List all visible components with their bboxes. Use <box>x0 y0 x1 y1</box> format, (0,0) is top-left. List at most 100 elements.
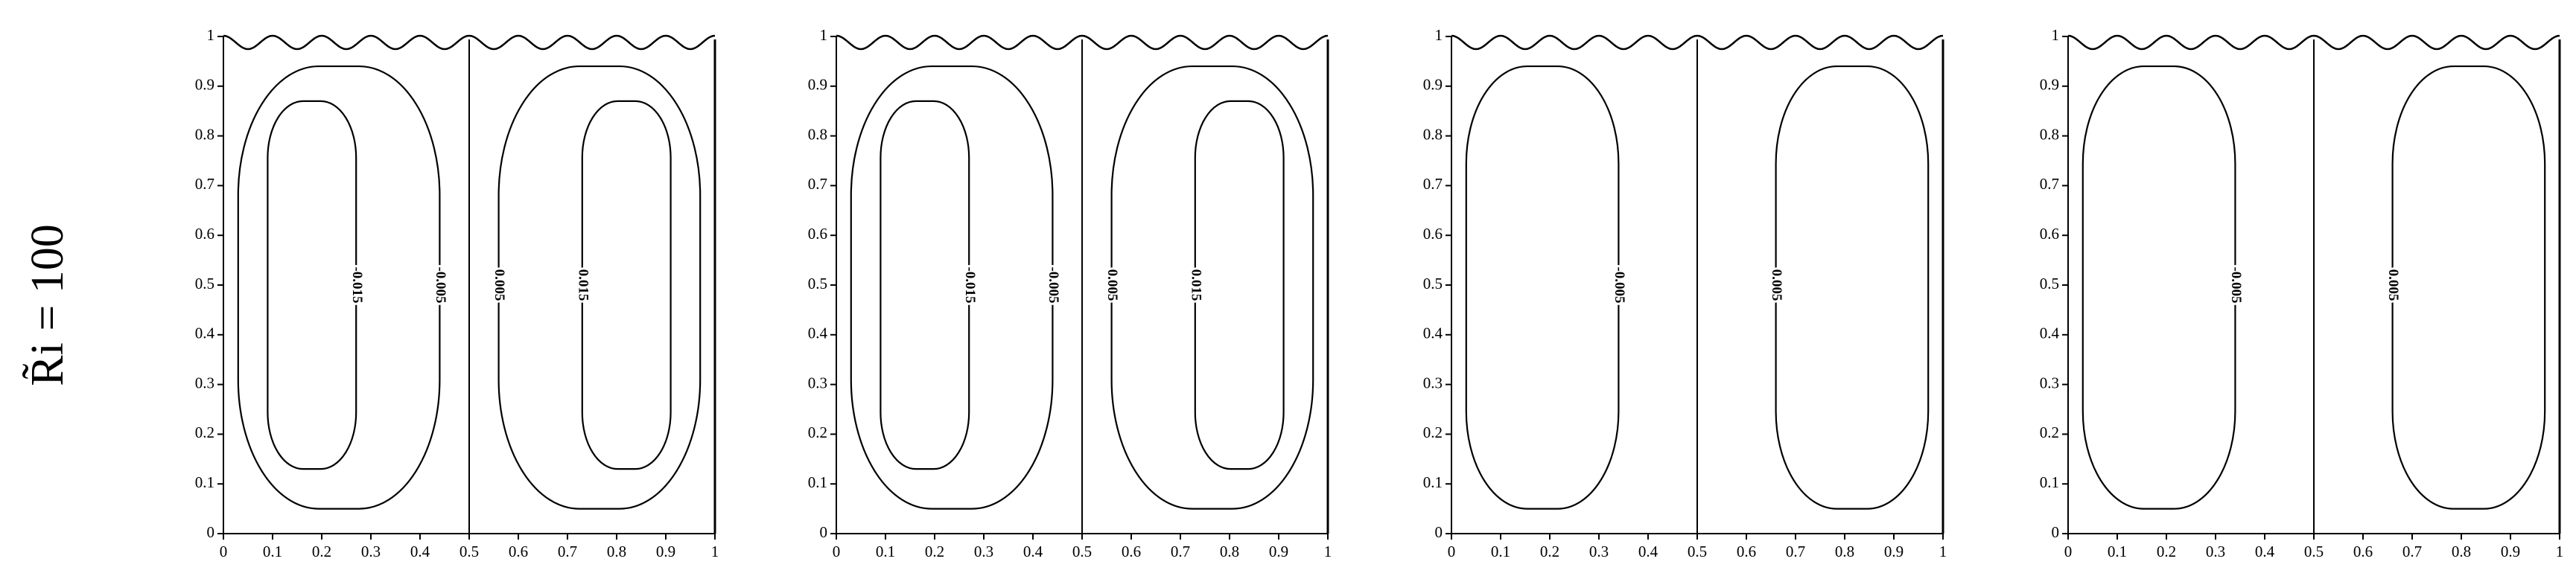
x-tick-label: 0.6 <box>1737 543 1756 560</box>
y-tick-label: 0.5 <box>195 275 214 292</box>
contour-label: 0.015 <box>575 269 591 301</box>
y-tick-label: 1 <box>207 26 215 44</box>
lid <box>223 34 716 51</box>
y-tick-label: 0.9 <box>1423 76 1443 94</box>
x-tick-label: 1 <box>2556 543 2564 560</box>
contour-label: 0.005 <box>2385 269 2401 301</box>
x-tick-label: 0 <box>1448 543 1456 560</box>
y-tick-label: 0.9 <box>195 76 214 94</box>
y-tick-label: 0.1 <box>2040 473 2059 491</box>
x-tick-label: 0.9 <box>656 543 675 560</box>
y-tick-label: 0.6 <box>808 225 827 243</box>
contour-label: 0.015 <box>1188 269 1203 301</box>
x-tick-label: 0.5 <box>1072 543 1092 560</box>
y-tick-label: 0.7 <box>1423 175 1443 193</box>
y-tick-label: 1 <box>2052 26 2060 44</box>
y-tick-label: 0.8 <box>2040 125 2059 143</box>
contour-label: -0.005 <box>433 266 448 303</box>
contour-line <box>267 100 357 470</box>
x-tick-label: 0 <box>2064 543 2073 560</box>
x-tick-label: 0.8 <box>1220 543 1239 560</box>
x-tick-label: 0.6 <box>1122 543 1141 560</box>
y-tick-label: 0 <box>820 523 828 541</box>
y-tick-label: 0.4 <box>2040 324 2060 342</box>
x-tick-label: 0.9 <box>2501 543 2520 560</box>
y-tick-label: 0.3 <box>195 374 214 391</box>
contour-line <box>497 65 702 510</box>
row-label: R̃i = 100 <box>22 224 73 386</box>
y-tick-label: 0.4 <box>1423 324 1443 342</box>
contour-line <box>850 65 1054 510</box>
x-tick-label: 0.1 <box>2108 543 2127 560</box>
y-tick-label: 0.6 <box>2040 225 2059 243</box>
x-tick-label: 0.4 <box>2255 543 2275 560</box>
x-tick-label: 0.5 <box>2304 543 2324 560</box>
y-tick-label: 0.8 <box>1423 125 1443 143</box>
contour-label: 0.005 <box>1104 269 1120 301</box>
y-tick-label: 0.8 <box>808 125 827 143</box>
y-tick-label: 0 <box>2052 523 2060 541</box>
y-tick-label: 0.2 <box>2040 423 2059 441</box>
contour-label: -0.015 <box>349 266 365 303</box>
y-tick-label: 0.1 <box>1423 473 1443 491</box>
x-tick-label: 0 <box>220 543 228 560</box>
y-tick-label: 0.4 <box>808 324 828 342</box>
x-tick-label: 1 <box>1324 543 1332 560</box>
contour-label: -0.005 <box>1612 266 1627 303</box>
contour-line <box>1110 65 1314 510</box>
x-tick-label: 0.1 <box>876 543 895 560</box>
contour-line <box>2391 65 2546 510</box>
x-tick-label: 0.2 <box>2157 543 2176 560</box>
x-tick-label: 0.4 <box>1638 543 1659 560</box>
y-tick-label: 0.1 <box>195 473 214 491</box>
x-tick-label: 0.9 <box>1884 543 1904 560</box>
x-tick-label: 0.3 <box>974 543 993 560</box>
x-tick-label: 0.7 <box>1786 543 1805 560</box>
contour-label: 0.005 <box>1769 269 1784 301</box>
x-tick-label: 0.7 <box>2402 543 2422 560</box>
x-tick-label: 0.6 <box>2353 543 2373 560</box>
contour-line <box>581 100 672 470</box>
x-tick-label: 0.3 <box>2206 543 2225 560</box>
x-tick-label: 0.6 <box>509 543 528 560</box>
y-tick-label: 0.6 <box>1423 225 1443 243</box>
x-tick-label: 0 <box>833 543 841 560</box>
contour-line <box>1775 65 1930 510</box>
x-tick-label: 0.3 <box>1589 543 1609 560</box>
x-tick-label: 0.2 <box>925 543 944 560</box>
contour-label: -0.015 <box>962 266 978 303</box>
x-tick-label: 0.1 <box>263 543 282 560</box>
y-tick-label: 0.9 <box>808 76 827 94</box>
contour-line <box>2082 65 2236 510</box>
x-tick-label: 0.8 <box>1835 543 1854 560</box>
y-tick-label: 0.5 <box>1423 275 1443 292</box>
x-tick-label: 0.9 <box>1269 543 1288 560</box>
contour-line <box>237 65 441 510</box>
x-tick-label: 1 <box>1939 543 1947 560</box>
y-tick-label: 0.2 <box>1423 423 1443 441</box>
x-tick-label: 0.2 <box>1540 543 1559 560</box>
y-tick-label: 0 <box>1435 523 1443 541</box>
y-tick-label: 0.1 <box>808 473 827 491</box>
y-tick-label: 0 <box>207 523 215 541</box>
y-tick-label: 0.3 <box>2040 374 2059 391</box>
x-tick-label: 0.7 <box>1171 543 1190 560</box>
x-tick-label: 0.5 <box>1688 543 1707 560</box>
y-tick-label: 0.6 <box>195 225 214 243</box>
y-tick-label: 0.8 <box>195 125 214 143</box>
lid <box>836 34 1329 51</box>
x-tick-label: 0.7 <box>558 543 577 560</box>
x-tick-label: 0.8 <box>607 543 626 560</box>
y-tick-label: 0.7 <box>195 175 214 193</box>
contour-line <box>880 100 970 470</box>
x-tick-label: 0.4 <box>1023 543 1043 560</box>
x-tick-label: 0.8 <box>2452 543 2471 560</box>
x-tick-label: 0.4 <box>410 543 430 560</box>
y-tick-label: 0.9 <box>2040 76 2059 94</box>
y-tick-label: 1 <box>1435 26 1443 44</box>
lid <box>1451 34 1944 51</box>
y-tick-label: 0.3 <box>1423 374 1443 391</box>
contour-line <box>1194 100 1285 470</box>
y-tick-label: 0.7 <box>2040 175 2059 193</box>
